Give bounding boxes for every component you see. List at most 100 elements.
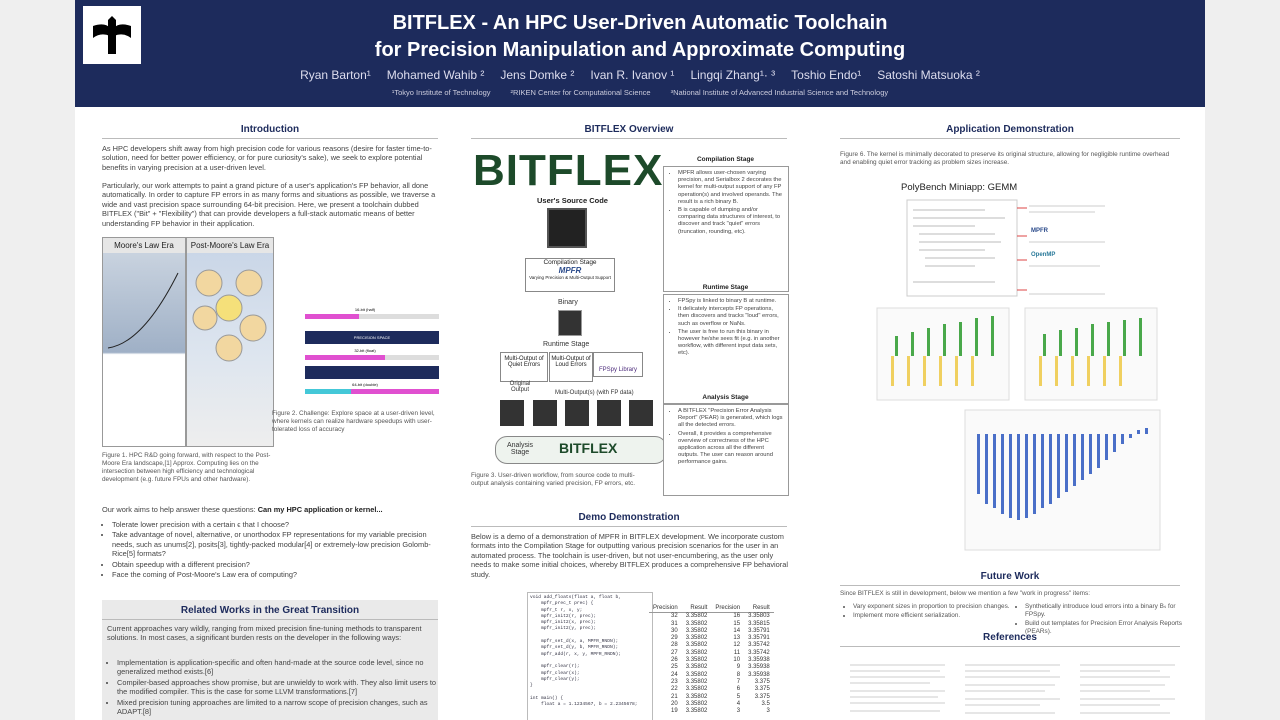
figure-caption: Figure 6. The kernel is minimally decora… [840,151,1170,166]
table-cell: 25 [671,664,678,671]
section-heading: Introduction [102,124,438,139]
table-cell: 3.5 [761,700,770,707]
stage-box: A BITFLEX "Precision Error Analysis Repo… [663,404,789,496]
header-cell: Result [681,605,712,614]
section-heading: Demo Demonstration [471,512,787,527]
paragraph: Particularly, our work attempts to paint… [102,181,436,228]
title: BITFLEX - An HPC User-Driven Automatic T… [392,12,888,34]
table-cell: 3.35938 [748,657,770,664]
code-label: OpenMP [1031,252,1055,258]
table-cell: 3.35802 [685,657,708,664]
code-label: MPFR [1031,228,1049,234]
table-row: 22 3.35802 6 3.375 [649,686,774,693]
list-item: Obtain speedup with a different precisio… [112,560,438,569]
result-table: Precision Result Precision Result 32 3.35802 1… [649,605,774,715]
table-cell: 3.35802 [685,627,708,634]
table-cell: 3.35802 [685,671,708,678]
list-item: Vary exponent sizes in proportion to pre… [853,603,1013,611]
code-figure: MPFR OpenMP [906,199,1105,297]
logo [83,6,141,64]
diagram-label: Analysis Stage [506,442,534,456]
diagram-label: User's Source Code [537,196,608,205]
diagram-label: Binary [558,299,578,306]
table-header: Precision Result Precision Result [649,605,774,614]
table-cell: 7 [736,678,741,685]
section-heading: Related Works in the Great Transition [102,605,438,620]
panel-title: Post-Moore's Law Era [187,238,273,253]
title: for Precision Manipulation and Approxima… [374,39,906,61]
affiliation: ²RIKEN Center for Computational Science [510,88,651,97]
list-item: Overall, it provides a comprehensive ove… [678,431,784,467]
table-row: 27 3.35802 11 3.35742 [649,650,774,657]
table-cell: 3.35802 [685,678,708,685]
subtitle: PolyBench Miniapp: GEMM [901,182,1018,193]
table-cell: 14 [733,627,741,634]
table-row: 21 3.35802 5 3.375 [649,694,774,701]
list-item: Implement more efficient serialization. [853,612,1013,620]
table-cell: 21 [671,693,678,700]
panel-graphic [107,272,179,349]
table-cell: 26 [671,657,678,664]
panel-title: Moore's Law Era [103,238,185,253]
result-charts [876,307,1161,551]
stage-list: MPFR allows user-chosen varying precisio… [668,170,784,236]
table-cell: 29 [671,635,678,642]
table-cell: 13 [733,635,741,642]
table-row: 29 3.35802 13 3.35791 [649,635,774,642]
code-line: int main() { [530,695,564,701]
table-cell: 3.35802 [685,700,708,707]
related-box [102,600,438,720]
table-cell: 15 [733,620,741,627]
future-list: Vary exponent sizes in proportion to pre… [843,603,1013,621]
table-row: 26 3.35802 10 3.35938 [649,657,774,664]
box-title: Compilation Stage [543,259,597,266]
list-item: B is capable of dumping and/or comparing… [678,207,784,236]
table-cell: 20 [671,700,678,707]
list-item: Compiler-based approaches show promise, … [117,678,437,697]
table-cell: 22 [671,686,678,693]
figure-caption: Figure 1. HPC R&D going forward, with re… [102,452,271,483]
table-cell: 3.35802 [685,642,708,649]
code-line: mpfr_add(r, x, y, MPFR_RNDN); [530,651,621,657]
table-cell: 6 [736,686,741,693]
table-cell: 3 [766,708,770,715]
list-item: Build out templates for Precision Error … [1025,620,1185,636]
panel-graphic [192,269,267,362]
table-cell: 4 [736,700,741,707]
diagram-label: Runtime Stage [543,341,590,348]
author: Ivan R. Ivanov ¹ [590,68,675,82]
table-cell: 16 [733,613,741,620]
related-list: Implementation is application-specific a… [107,658,437,717]
author: Ryan Barton¹ [300,68,371,82]
list-item: MPFR allows user-chosen varying precisio… [678,170,784,206]
table-cell: 24 [671,671,678,678]
header-cell: Result [744,605,774,614]
table-cell: 8 [736,671,741,678]
monitor [547,208,587,248]
section-heading: BITFLEX Overview [471,124,787,139]
diagram-box: Compilation Stage MPFR Varying Precision &… [525,258,615,292]
list-item: A BITFLEX "Precision Error Analysis Repo… [678,408,784,430]
table-cell: 5 [736,693,741,700]
code-line: mpfr_init2(x, prec); [530,620,597,626]
diagram-box: FPSpy Library [593,352,643,377]
table-cell: 3.35742 [748,649,770,656]
table-cell: 10 [733,657,741,664]
code-line: mpfr_init2(r, prec); [530,613,597,619]
list-item: Face the coming of Post-Moore's Law era … [112,570,438,579]
author: Lingqi Zhang¹· ³ [690,68,776,82]
question-list: Tolerate lower precision with a certain … [102,520,438,580]
space-label: PRECISION SPACE [354,335,391,340]
header-cell: Precision [649,605,682,614]
code-line: mpfr_set_d(x, a, MPFR_RNDN); [530,639,619,645]
table-row: 25 3.35802 9 3.35938 [649,664,774,671]
diagram-box: Multi-Output of Loud Errors [549,352,593,382]
box-text: Varying Precision & Multi-Output Support [529,275,611,280]
poster: BITFLEX - An HPC User-Driven Automatic T… [75,0,1205,720]
stage-box: MPFR allows user-chosen varying precisio… [663,166,789,292]
box-text: MPFR [558,266,582,275]
table-cell: 27 [671,649,678,656]
code-line: mpfr_t r, x, y; [530,607,583,613]
table-cell: 3.35802 [685,635,708,642]
questions-lead: Our work aims to help answer these quest… [102,505,438,514]
